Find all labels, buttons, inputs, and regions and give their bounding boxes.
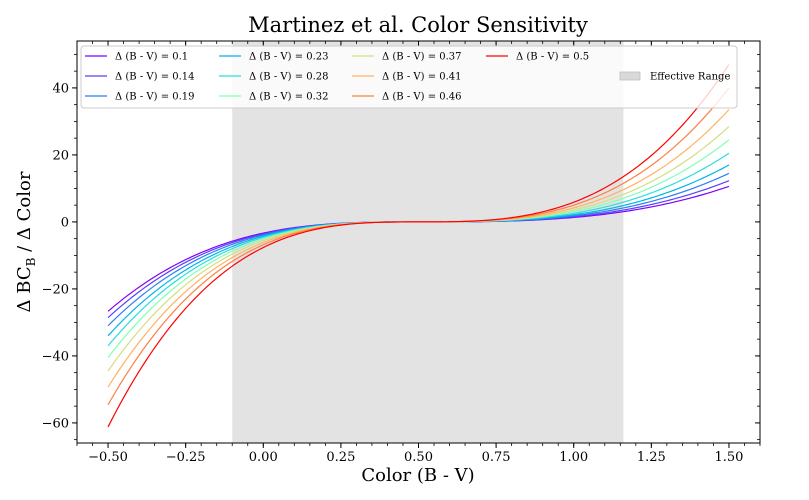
x-tick-label: 0.00	[249, 450, 278, 465]
legend-label: Δ (B - V) = 0.19	[115, 92, 195, 103]
legend-label: Δ (B - V) = 0.5	[516, 52, 589, 63]
x-tick-label: 1.50	[714, 450, 743, 465]
legend-label: Δ (B - V) = 0.37	[382, 52, 462, 63]
x-axis: −0.50 −0.25 0.00 0.25 0.50 0.75 1.00 1.25 1.50	[76, 41, 761, 465]
legend-label: Δ (B - V) = 0.32	[249, 92, 329, 103]
y-tick-label: −60	[42, 416, 69, 431]
x-tick-label: −0.25	[166, 450, 206, 465]
y-axis-label: Δ BCB / Δ Color	[14, 171, 38, 312]
y-axis-label-suffix: / Δ Color	[14, 171, 35, 257]
legend-label: Δ (B - V) = 0.14	[115, 72, 195, 83]
x-tick-label: 1.25	[637, 450, 666, 465]
legend-label: Δ (B - V) = 0.23	[249, 52, 329, 63]
y-tick-label: 40	[52, 81, 69, 96]
y-axis: −60 −40 −20 0 20 40	[42, 54, 760, 441]
x-tick-label: 0.25	[326, 450, 355, 465]
series-line-10	[107, 64, 730, 428]
legend-label: Δ (B - V) = 0.46	[382, 92, 462, 103]
x-tick-label: −0.50	[88, 450, 128, 465]
y-tick-label: 0	[61, 215, 69, 230]
y-tick-label: 20	[52, 148, 69, 163]
y-tick-label: −40	[42, 349, 69, 364]
y-axis-label-subscript: B	[24, 257, 38, 266]
legend: Δ (B - V) = 0.1 Δ (B - V) = 0.14 Δ (B - V)…	[80, 45, 738, 109]
x-tick-label: 0.75	[482, 450, 511, 465]
legend-label: Δ (B - V) = 0.1	[115, 52, 188, 63]
chart-title: Martinez et al. Color Sensitivity	[248, 13, 588, 37]
legend-label: Effective Range	[650, 72, 730, 83]
legend-entries: Δ (B - V) = 0.1 Δ (B - V) = 0.14 Δ (B - V)…	[85, 52, 730, 103]
y-axis-label-main: Δ BC	[14, 266, 35, 312]
x-tick-label: 0.50	[404, 450, 433, 465]
legend-label: Δ (B - V) = 0.28	[249, 72, 329, 83]
legend-label: Δ (B - V) = 0.41	[382, 72, 462, 83]
legend-swatch-patch	[619, 71, 641, 81]
legend-box	[80, 45, 738, 109]
x-axis-label: Color (B - V)	[361, 465, 474, 486]
y-tick-label: −20	[42, 282, 69, 297]
series-lines	[107, 64, 730, 428]
x-tick-label: 1.00	[559, 450, 588, 465]
